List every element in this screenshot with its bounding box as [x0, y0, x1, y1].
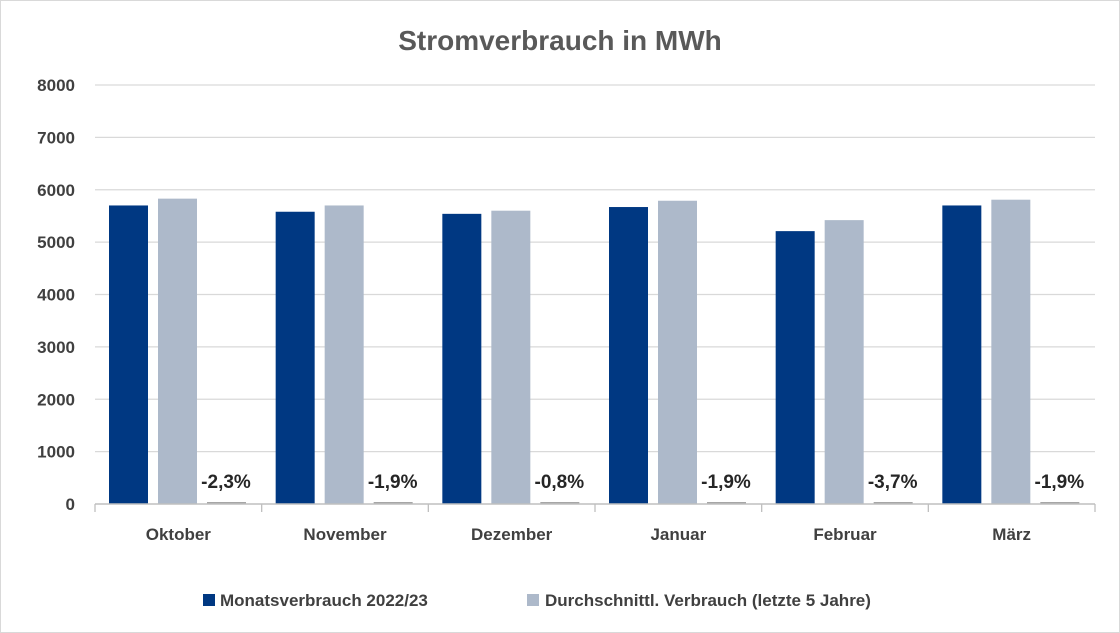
y-axis: 0 1000 2000 3000 4000 5000 6000 7000 8000	[37, 76, 75, 514]
change-label: -1,9%	[368, 472, 418, 493]
bar-average	[658, 200, 697, 504]
y-tick-label: 7000	[37, 128, 75, 147]
y-tick-label: 0	[66, 495, 75, 514]
x-axis: Oktober November Dezember Januar Februar März	[94, 503, 1096, 544]
change-labels: -2,3% -1,9% -0,8% -1,9% -3,7% -1,9%	[201, 472, 1084, 493]
change-label: -1,9%	[1035, 472, 1085, 493]
change-stub	[373, 502, 413, 504]
bar-monthly	[775, 231, 815, 504]
bars	[109, 198, 1080, 505]
y-tick-label: 8000	[37, 76, 75, 95]
x-tick-label: Dezember	[471, 525, 553, 544]
bar-monthly	[109, 205, 148, 504]
bar-monthly	[275, 211, 315, 504]
change-stub	[1040, 502, 1080, 504]
change-stub	[707, 502, 746, 504]
change-label: -0,8%	[535, 472, 585, 493]
bar-monthly	[442, 213, 482, 504]
y-tick-label: 6000	[37, 181, 75, 200]
legend-label: Durchschnittl. Verbrauch (letzte 5 Jahre…	[545, 591, 871, 610]
x-tick-label: Februar	[813, 525, 877, 544]
legend-swatch	[203, 594, 215, 606]
legend: Monatsverbrauch 2022/23 Durchschnittl. Ve…	[203, 591, 871, 610]
legend-swatch	[527, 594, 539, 606]
x-tick-label: Oktober	[146, 525, 212, 544]
y-tick-label: 5000	[37, 233, 75, 252]
bar-average	[491, 210, 531, 504]
x-tick-label: November	[303, 525, 387, 544]
change-stub	[540, 502, 580, 504]
change-label: -3,7%	[868, 472, 918, 493]
y-tick-label: 1000	[37, 443, 75, 462]
bar-average	[991, 199, 1031, 505]
legend-label: Monatsverbrauch 2022/23	[220, 591, 428, 610]
y-tick-label: 3000	[37, 338, 75, 357]
bar-monthly	[942, 205, 982, 504]
bar-average	[158, 198, 197, 504]
bar-monthly	[609, 207, 648, 504]
y-tick-label: 2000	[37, 390, 75, 409]
chart-title: Stromverbrauch in MWh	[398, 25, 722, 56]
change-stub	[873, 502, 913, 504]
change-label: -1,9%	[701, 472, 751, 493]
change-stub	[207, 502, 246, 504]
x-tick-label: März	[992, 525, 1031, 544]
bar-average	[324, 205, 364, 504]
y-tick-label: 4000	[37, 286, 75, 305]
bar-average	[824, 220, 864, 504]
x-tick-label: Januar	[650, 525, 706, 544]
change-label: -2,3%	[201, 472, 251, 493]
gridlines	[95, 84, 1095, 453]
